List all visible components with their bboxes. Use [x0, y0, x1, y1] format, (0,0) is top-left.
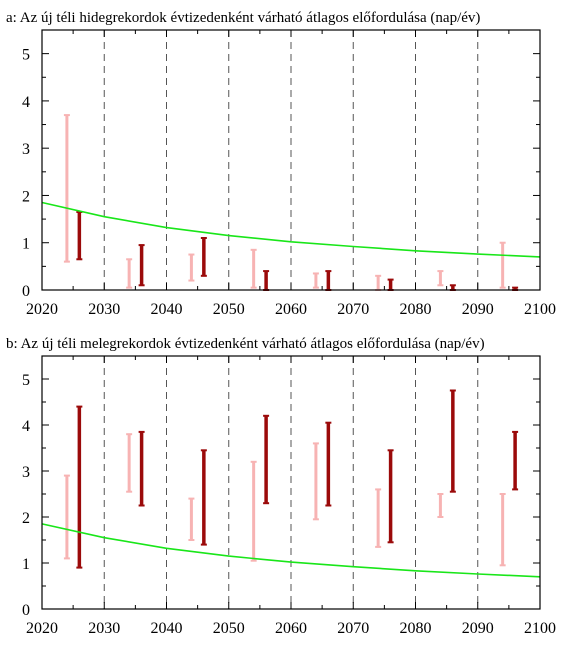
x-tick-label: 2020 — [26, 301, 58, 318]
x-tick-label: 2020 — [26, 620, 58, 637]
y-tick-label: 1 — [22, 236, 30, 253]
plot-frame — [41, 355, 541, 610]
x-tick-label: 2090 — [462, 301, 494, 318]
x-tick-label: 2070 — [337, 620, 369, 637]
y-tick-label: 0 — [22, 283, 30, 300]
y-tick-label: 4 — [22, 94, 30, 111]
x-tick-label: 2060 — [275, 301, 307, 318]
plot-frame — [41, 29, 541, 291]
x-tick-label: 2060 — [275, 620, 307, 637]
chart-title-a: a: Az új téli hidegrekordok évtizedenkén… — [6, 10, 480, 26]
x-tick-label: 2040 — [151, 301, 183, 318]
y-tick-label: 2 — [22, 188, 30, 205]
trend-curve — [41, 201, 541, 258]
x-tick-label: 2090 — [462, 620, 494, 637]
x-tick-label: 2100 — [524, 620, 556, 637]
y-tick-label: 1 — [22, 556, 30, 573]
x-tick-label: 2050 — [213, 301, 245, 318]
chart-title-b: b: Az új téli melegrekordok évtizedenkén… — [6, 336, 485, 352]
y-tick-label: 5 — [22, 372, 30, 389]
x-tick-label: 2050 — [213, 620, 245, 637]
y-tick-label: 3 — [22, 464, 30, 481]
y-tick-label: 5 — [22, 47, 30, 64]
x-tick-label: 2100 — [524, 301, 556, 318]
x-tick-label: 2030 — [88, 301, 120, 318]
y-tick-label: 3 — [22, 141, 30, 158]
x-tick-label: 2080 — [400, 301, 432, 318]
y-tick-label: 0 — [22, 602, 30, 619]
chart-panel-b: b: Az új téli melegrekordok évtizedenkén… — [6, 336, 556, 637]
y-tick-label: 2 — [22, 510, 30, 527]
x-tick-label: 2070 — [337, 301, 369, 318]
x-tick-label: 2080 — [400, 620, 432, 637]
x-tick-label: 2040 — [151, 620, 183, 637]
chart-panel-a: a: Az új téli hidegrekordok évtizedenkén… — [6, 10, 556, 318]
trend-curve — [41, 523, 541, 578]
y-tick-label: 4 — [22, 418, 30, 435]
x-tick-label: 2030 — [88, 620, 120, 637]
